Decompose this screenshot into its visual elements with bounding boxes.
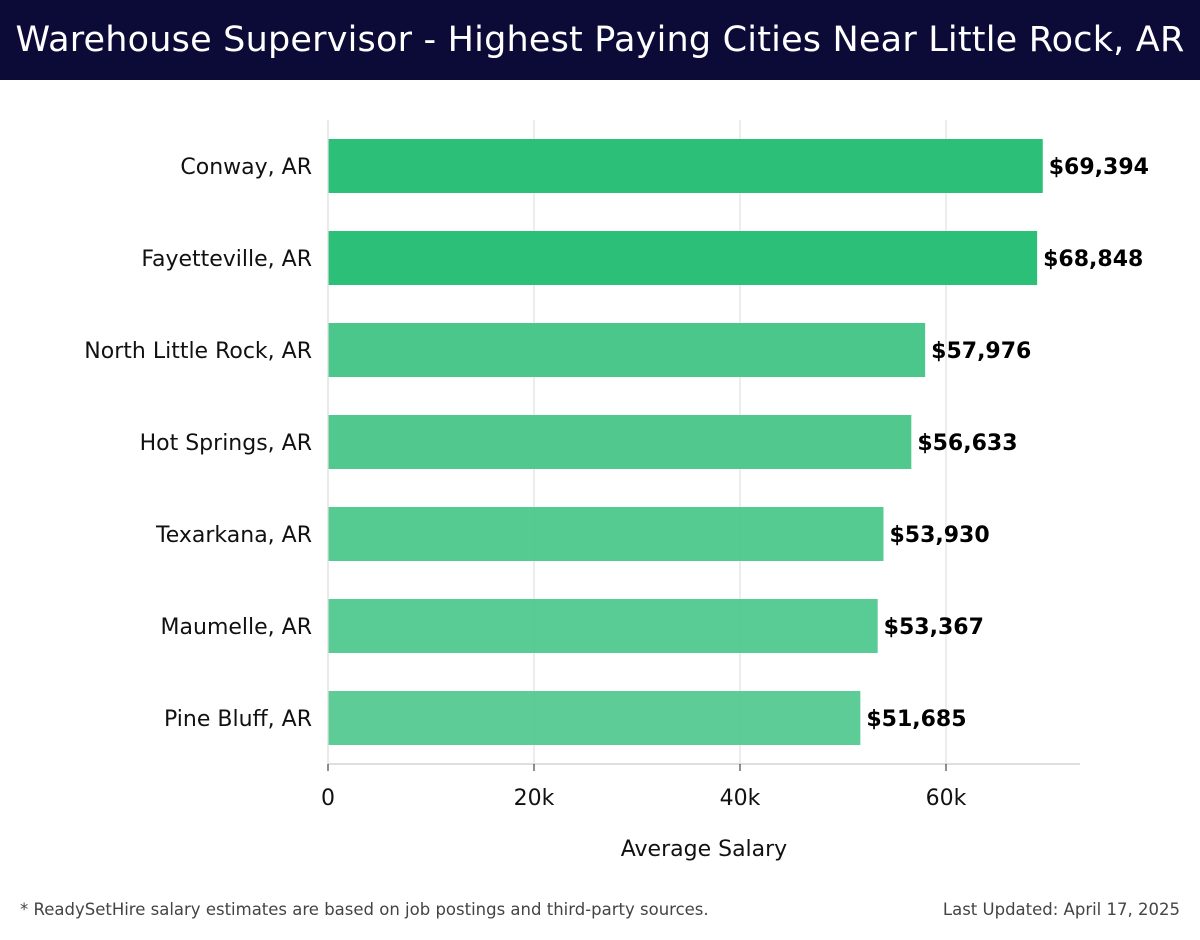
axis-layer: 0 20k 40k 60k Average Salary Conway, AR $69,39… (84, 120, 1149, 862)
x-axis-title: Average Salary (621, 837, 787, 862)
category-label: Fayetteville, AR (141, 247, 312, 272)
category-label: Conway, AR (180, 155, 312, 180)
category-label: Pine Bluff, AR (164, 707, 312, 732)
value-label: $69,394 (1049, 155, 1149, 180)
value-label: $53,930 (889, 523, 989, 548)
bar[interactable] (328, 231, 1038, 285)
value-label: $53,367 (884, 615, 984, 640)
category-label: Maumelle, AR (161, 615, 312, 640)
category-label: Texarkana, AR (155, 523, 312, 548)
value-label: $56,633 (917, 431, 1017, 456)
footer-note: * ReadySetHire salary estimates are base… (20, 900, 709, 919)
bar[interactable] (328, 139, 1043, 193)
value-label: $57,976 (931, 339, 1031, 364)
x-tick-label: 20k (514, 786, 555, 811)
category-label: North Little Rock, AR (84, 339, 312, 364)
x-tick-label: 40k (720, 786, 761, 811)
chart-title: Warehouse Supervisor - Highest Paying Ci… (15, 20, 1185, 60)
bars-layer (328, 139, 1043, 745)
x-tick-label: 60k (926, 786, 967, 811)
title-bar: Warehouse Supervisor - Highest Paying Ci… (0, 0, 1200, 80)
x-tick-label: 0 (321, 786, 335, 811)
bar[interactable] (328, 415, 912, 469)
bar[interactable] (328, 599, 878, 653)
bar[interactable] (328, 691, 861, 745)
value-label: $68,848 (1043, 247, 1143, 272)
salary-bar-chart: 0 20k 40k 60k Average Salary Conway, AR $69,39… (84, 120, 1149, 862)
bar[interactable] (328, 507, 884, 561)
value-label: $51,685 (866, 707, 966, 732)
last-updated: Last Updated: April 17, 2025 (942, 900, 1180, 919)
bar[interactable] (328, 323, 926, 377)
category-label: Hot Springs, AR (140, 431, 312, 456)
